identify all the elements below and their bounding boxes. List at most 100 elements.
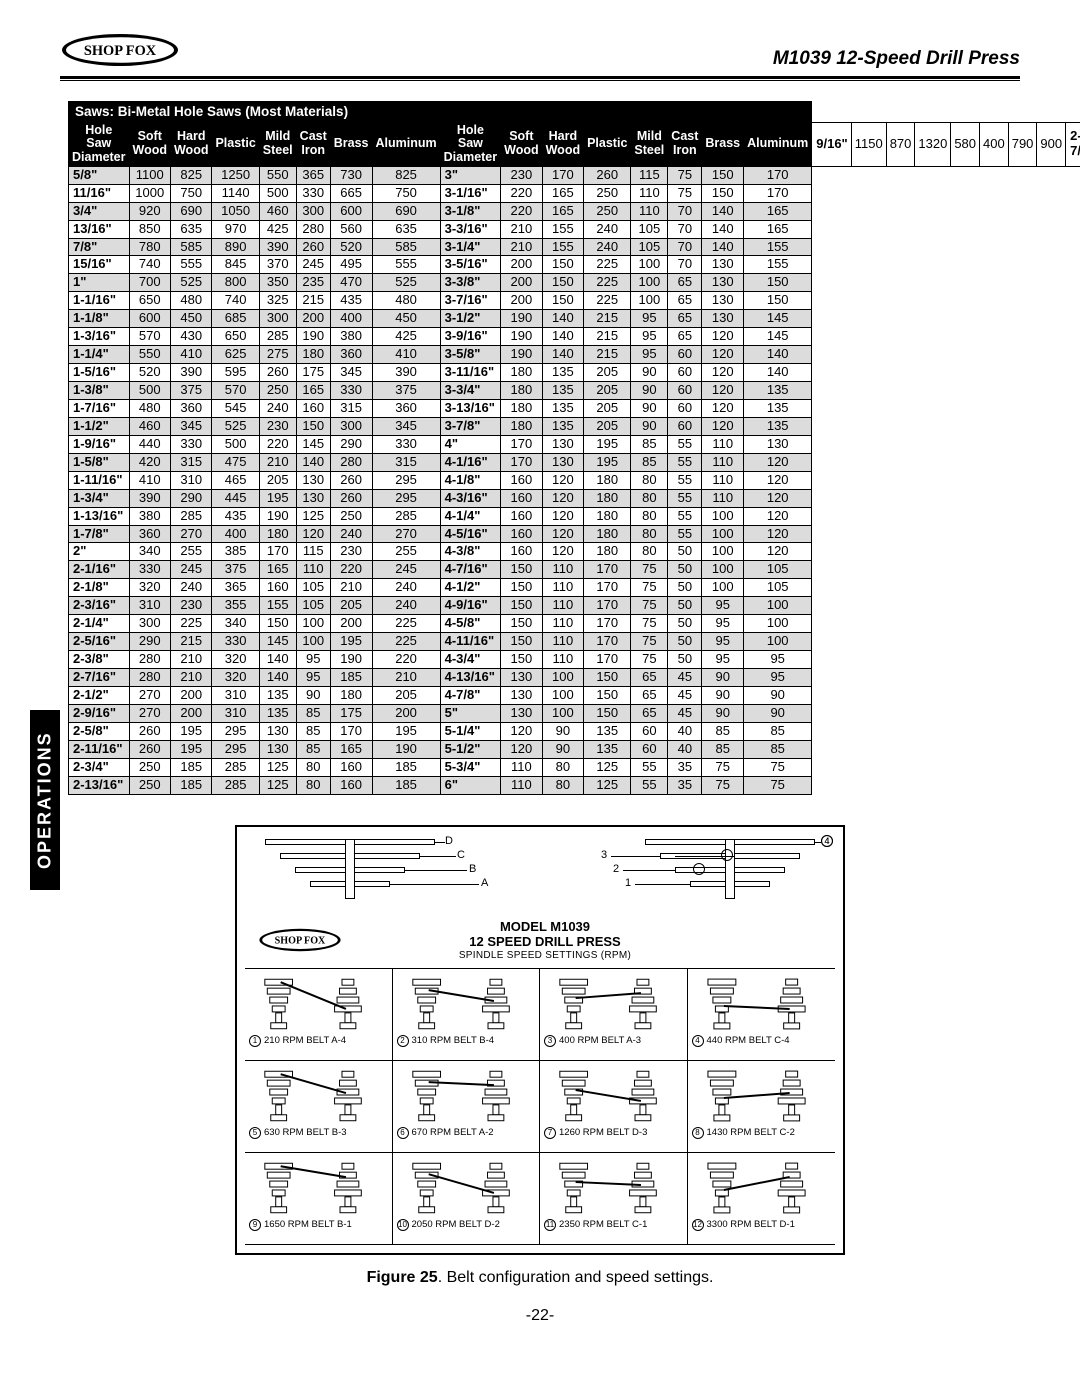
value-cell: 365: [212, 579, 259, 597]
value-cell: 80: [542, 776, 583, 794]
table-banner: Saws: Bi-Metal Hole Saws (Most Materials…: [69, 102, 441, 123]
value-cell: 270: [129, 704, 170, 722]
diameter-cell: 3-11/16": [440, 364, 501, 382]
value-cell: 130: [501, 669, 542, 687]
value-cell: 130: [542, 435, 583, 453]
value-cell: 135: [744, 417, 812, 435]
table-row: 3/4"92069010504603006006903-1/8"22016525…: [69, 202, 1080, 220]
diameter-cell: 3-9/16": [440, 328, 501, 346]
diameter-cell: 11/16": [69, 184, 130, 202]
belt-number-circle: 12: [692, 1219, 704, 1231]
value-cell: 100: [702, 561, 744, 579]
value-cell: 355: [212, 597, 259, 615]
diameter-cell: 3-5/8": [440, 346, 501, 364]
value-cell: 145: [259, 633, 296, 651]
value-cell: 525: [212, 417, 259, 435]
value-cell: 520: [129, 364, 170, 382]
value-cell: 210: [330, 579, 372, 597]
diameter-cell: 1-5/8": [69, 453, 130, 471]
value-cell: 665: [330, 184, 372, 202]
value-cell: 310: [212, 686, 259, 704]
table-row: 2-3/16"3102303551551052052404-9/16"15011…: [69, 597, 1080, 615]
value-cell: 215: [296, 292, 330, 310]
value-cell: 55: [668, 525, 702, 543]
value-cell: 315: [372, 453, 440, 471]
belt-number-circle: 5: [249, 1127, 261, 1139]
value-cell: 90: [744, 704, 812, 722]
value-cell: 85: [702, 740, 744, 758]
diameter-cell: 2-1/8": [69, 579, 130, 597]
value-cell: 210: [170, 651, 211, 669]
value-cell: 65: [668, 292, 702, 310]
value-cell: 210: [501, 238, 542, 256]
value-cell: 285: [212, 758, 259, 776]
value-cell: 120: [744, 471, 812, 489]
value-cell: 115: [631, 166, 668, 184]
belt-svg: [249, 973, 388, 1033]
value-cell: 85: [744, 722, 812, 740]
belt-number-circle: 9: [249, 1219, 261, 1231]
col-header: SoftWood: [129, 122, 170, 166]
value-cell: 120: [501, 722, 542, 740]
belt-svg: [544, 1065, 683, 1125]
value-cell: 130: [259, 722, 296, 740]
table-row: 1-5/16"5203905952601753453903-11/16"1801…: [69, 364, 1080, 382]
belt-svg: [397, 1157, 536, 1217]
value-cell: 95: [631, 310, 668, 328]
value-cell: 750: [372, 184, 440, 202]
table-row: 2-9/16"270200310135851752005"13010015065…: [69, 704, 1080, 722]
value-cell: 75: [631, 651, 668, 669]
value-cell: 195: [170, 722, 211, 740]
value-cell: 55: [631, 776, 668, 794]
value-cell: 55: [668, 489, 702, 507]
value-cell: 110: [542, 633, 583, 651]
value-cell: 200: [501, 292, 542, 310]
value-cell: 215: [584, 346, 631, 364]
diameter-cell: 3-1/2": [440, 310, 501, 328]
value-cell: 110: [542, 651, 583, 669]
letter-C: C: [457, 849, 465, 861]
value-cell: 110: [542, 597, 583, 615]
value-cell: 340: [212, 615, 259, 633]
value-cell: 845: [212, 256, 259, 274]
topnum-4: 4: [821, 835, 833, 847]
value-cell: 255: [372, 543, 440, 561]
value-cell: 105: [631, 238, 668, 256]
value-cell: 90: [296, 686, 330, 704]
belt-cell: 6670 RPM BELT A-2: [393, 1061, 541, 1153]
value-cell: 165: [296, 382, 330, 400]
diameter-cell: 2-11/16": [69, 740, 130, 758]
value-cell: 345: [330, 364, 372, 382]
shopfox-mini-logo: SHOP FOX: [255, 926, 345, 954]
value-cell: 550: [129, 346, 170, 364]
value-cell: 110: [702, 489, 744, 507]
value-cell: 120: [542, 525, 583, 543]
value-cell: 375: [170, 382, 211, 400]
value-cell: 180: [584, 525, 631, 543]
value-cell: 300: [296, 202, 330, 220]
value-cell: 100: [744, 597, 812, 615]
belt-figure: D C B A 4: [60, 825, 1020, 1287]
value-cell: 60: [668, 364, 702, 382]
value-cell: 135: [744, 382, 812, 400]
value-cell: 495: [330, 256, 372, 274]
value-cell: 580: [951, 122, 980, 166]
belt-svg: [249, 1157, 388, 1217]
value-cell: 825: [372, 166, 440, 184]
value-cell: 90: [702, 669, 744, 687]
table-row: 1-3/8"5003755702501653303753-3/4"1801352…: [69, 382, 1080, 400]
value-cell: 585: [372, 238, 440, 256]
value-cell: 195: [170, 740, 211, 758]
value-cell: 595: [212, 364, 259, 382]
num-1: 1: [625, 877, 631, 889]
value-cell: 210: [170, 669, 211, 687]
value-cell: 130: [296, 471, 330, 489]
belt-label: 123300 RPM BELT D-1: [692, 1219, 832, 1231]
value-cell: 120: [702, 364, 744, 382]
table-row: 1"7005258003502354705253-3/8"20015022510…: [69, 274, 1080, 292]
value-cell: 45: [668, 669, 702, 687]
value-cell: 320: [212, 651, 259, 669]
value-cell: 85: [702, 722, 744, 740]
value-cell: 325: [259, 292, 296, 310]
value-cell: 600: [330, 202, 372, 220]
